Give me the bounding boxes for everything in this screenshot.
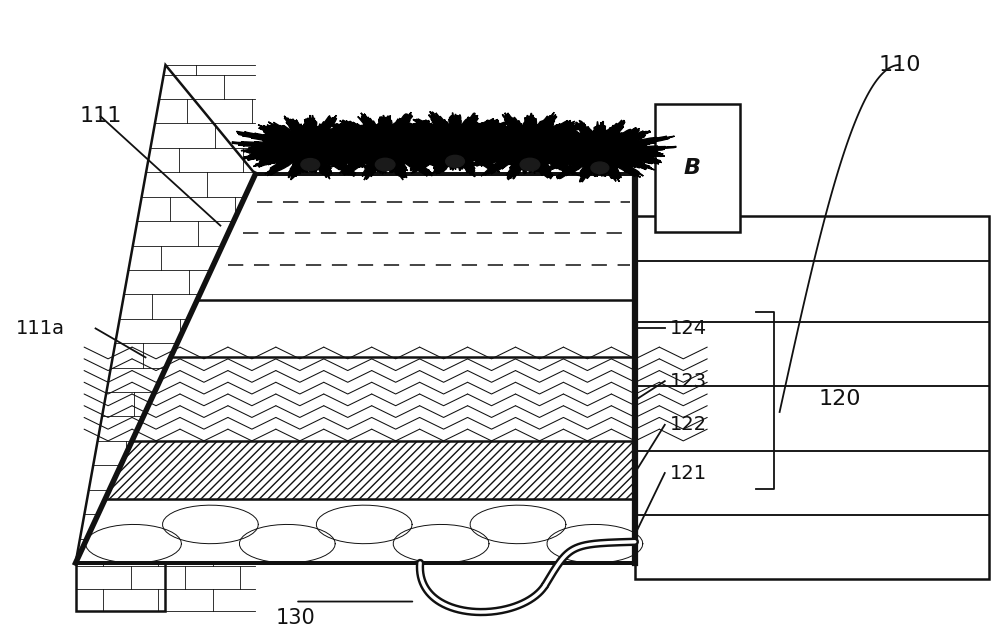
- Bar: [655, 104, 740, 232]
- Polygon shape: [526, 120, 676, 182]
- Polygon shape: [448, 112, 609, 180]
- Text: 121: 121: [670, 464, 707, 482]
- Text: B: B: [684, 158, 701, 178]
- Polygon shape: [76, 544, 255, 611]
- Text: 130: 130: [275, 607, 315, 628]
- Text: 122: 122: [670, 415, 707, 434]
- Text: 124: 124: [670, 319, 707, 338]
- Circle shape: [375, 158, 395, 171]
- Circle shape: [591, 162, 609, 173]
- Text: 123: 123: [670, 372, 707, 391]
- Text: 111: 111: [79, 106, 122, 126]
- Polygon shape: [374, 111, 536, 176]
- Text: 111a: 111a: [16, 319, 65, 338]
- Polygon shape: [132, 357, 635, 441]
- Text: 110: 110: [878, 55, 921, 75]
- Text: 120: 120: [818, 389, 861, 409]
- Polygon shape: [105, 441, 635, 498]
- Polygon shape: [305, 112, 467, 180]
- Polygon shape: [76, 65, 255, 563]
- Circle shape: [520, 158, 540, 171]
- Polygon shape: [232, 115, 388, 180]
- Bar: [635, 216, 989, 579]
- Polygon shape: [171, 299, 635, 357]
- Polygon shape: [76, 498, 635, 563]
- Circle shape: [301, 158, 320, 171]
- Circle shape: [446, 155, 464, 167]
- Polygon shape: [197, 174, 635, 299]
